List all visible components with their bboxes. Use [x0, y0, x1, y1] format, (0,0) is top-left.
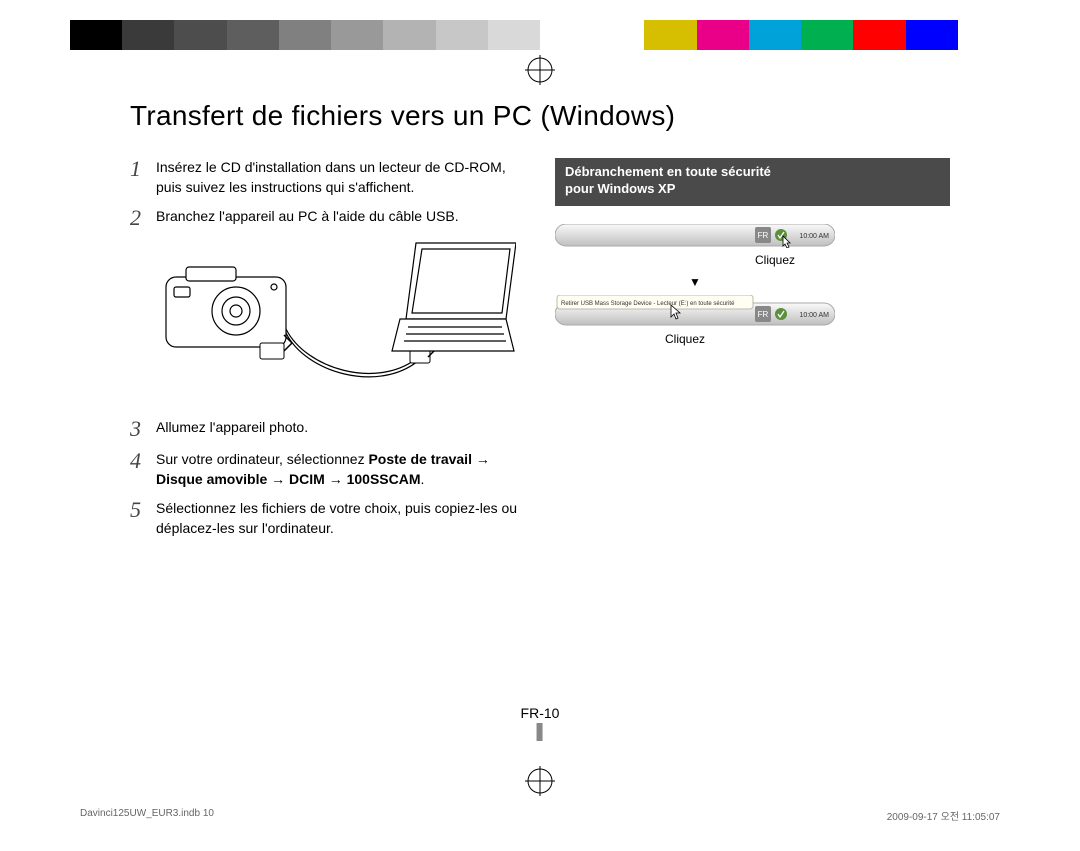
step-text: Allumez l'appareil photo.	[156, 418, 525, 438]
taskbar-tray-2: Retirer USB Mass Storage Device - Lecteu…	[555, 295, 950, 346]
registration-mark-bottom	[525, 766, 555, 796]
callout-box: Débranchement en toute sécurité pour Win…	[555, 158, 950, 206]
footer-left: Davinci125UW_EUR3.indb 10	[80, 808, 214, 823]
svg-text:FR: FR	[758, 310, 769, 319]
page-title: Transfert de fichiers vers un PC (Window…	[130, 100, 950, 132]
step-number: 5	[130, 499, 156, 521]
calibration-swatch	[801, 20, 853, 50]
calibration-swatch	[592, 20, 644, 50]
balloon-text: Retirer USB Mass Storage Device - Lecteu…	[561, 301, 735, 307]
calibration-swatch	[540, 20, 592, 50]
calibration-swatch	[958, 20, 1010, 50]
calibration-swatch	[174, 20, 226, 50]
calibration-swatch	[853, 20, 905, 50]
footer-right: 2009-09-17 오전 11:05:07	[887, 808, 1000, 823]
step-text: Branchez l'appareil au PC à l'aide du câ…	[156, 207, 525, 227]
calibration-swatch	[488, 20, 540, 50]
step4-pre: Sur votre ordinateur, sélectionnez	[156, 451, 368, 467]
step-4: 4 Sur votre ordinateur, sélectionnez Pos…	[130, 450, 525, 489]
step-number: 3	[130, 418, 156, 440]
usb-connection-illustration	[156, 239, 525, 404]
step-number: 4	[130, 450, 156, 472]
page-content: Transfert de fichiers vers un PC (Window…	[130, 100, 950, 741]
step-3: 3 Allumez l'appareil photo.	[130, 418, 525, 440]
step-text: Insérez le CD d'installation dans un lec…	[156, 158, 525, 197]
calibration-swatch	[279, 20, 331, 50]
right-column: Débranchement en toute sécurité pour Win…	[555, 158, 950, 549]
page-number: FR-10	[521, 705, 560, 741]
cliquez-label-2: Cliquez	[665, 332, 950, 346]
callout-line1: Débranchement en toute sécurité	[565, 164, 940, 181]
calibration-swatch	[436, 20, 488, 50]
calibration-swatch	[749, 20, 801, 50]
step-2: 2 Branchez l'appareil au PC à l'aide du …	[130, 207, 525, 229]
svg-text:FR: FR	[758, 231, 769, 240]
step-number: 1	[130, 158, 156, 180]
step-number: 2	[130, 207, 156, 229]
calibration-swatch	[697, 20, 749, 50]
calibration-swatch	[331, 20, 383, 50]
step-text: Sélectionnez les fichiers de votre choix…	[156, 499, 525, 538]
calibration-swatch	[122, 20, 174, 50]
calibration-strip	[70, 20, 1010, 50]
footer-meta: Davinci125UW_EUR3.indb 10 2009-09-17 오전 …	[80, 808, 1000, 823]
page-number-text: FR-10	[521, 705, 560, 721]
calibration-swatch	[383, 20, 435, 50]
svg-text:10:00 AM: 10:00 AM	[799, 312, 829, 319]
step-5: 5 Sélectionnez les fichiers de votre cho…	[130, 499, 525, 538]
calibration-swatch	[644, 20, 696, 50]
calibration-swatch	[70, 20, 122, 50]
step-text: Sur votre ordinateur, sélectionnez Poste…	[156, 450, 525, 489]
page-number-bar	[537, 723, 543, 741]
calibration-swatch	[906, 20, 958, 50]
step4-post: .	[421, 471, 425, 487]
tray-time: 10:00 AM	[799, 233, 829, 240]
down-arrow-icon: ▼	[555, 275, 835, 289]
left-column: 1 Insérez le CD d'installation dans un l…	[130, 158, 525, 549]
callout-line2: pour Windows XP	[565, 181, 940, 198]
cliquez-label-1: Cliquez	[755, 253, 950, 267]
step-1: 1 Insérez le CD d'installation dans un l…	[130, 158, 525, 197]
registration-mark-top	[525, 55, 555, 85]
taskbar-tray-1: FR 10:00 AM Cliquez	[555, 224, 950, 267]
calibration-swatch	[227, 20, 279, 50]
